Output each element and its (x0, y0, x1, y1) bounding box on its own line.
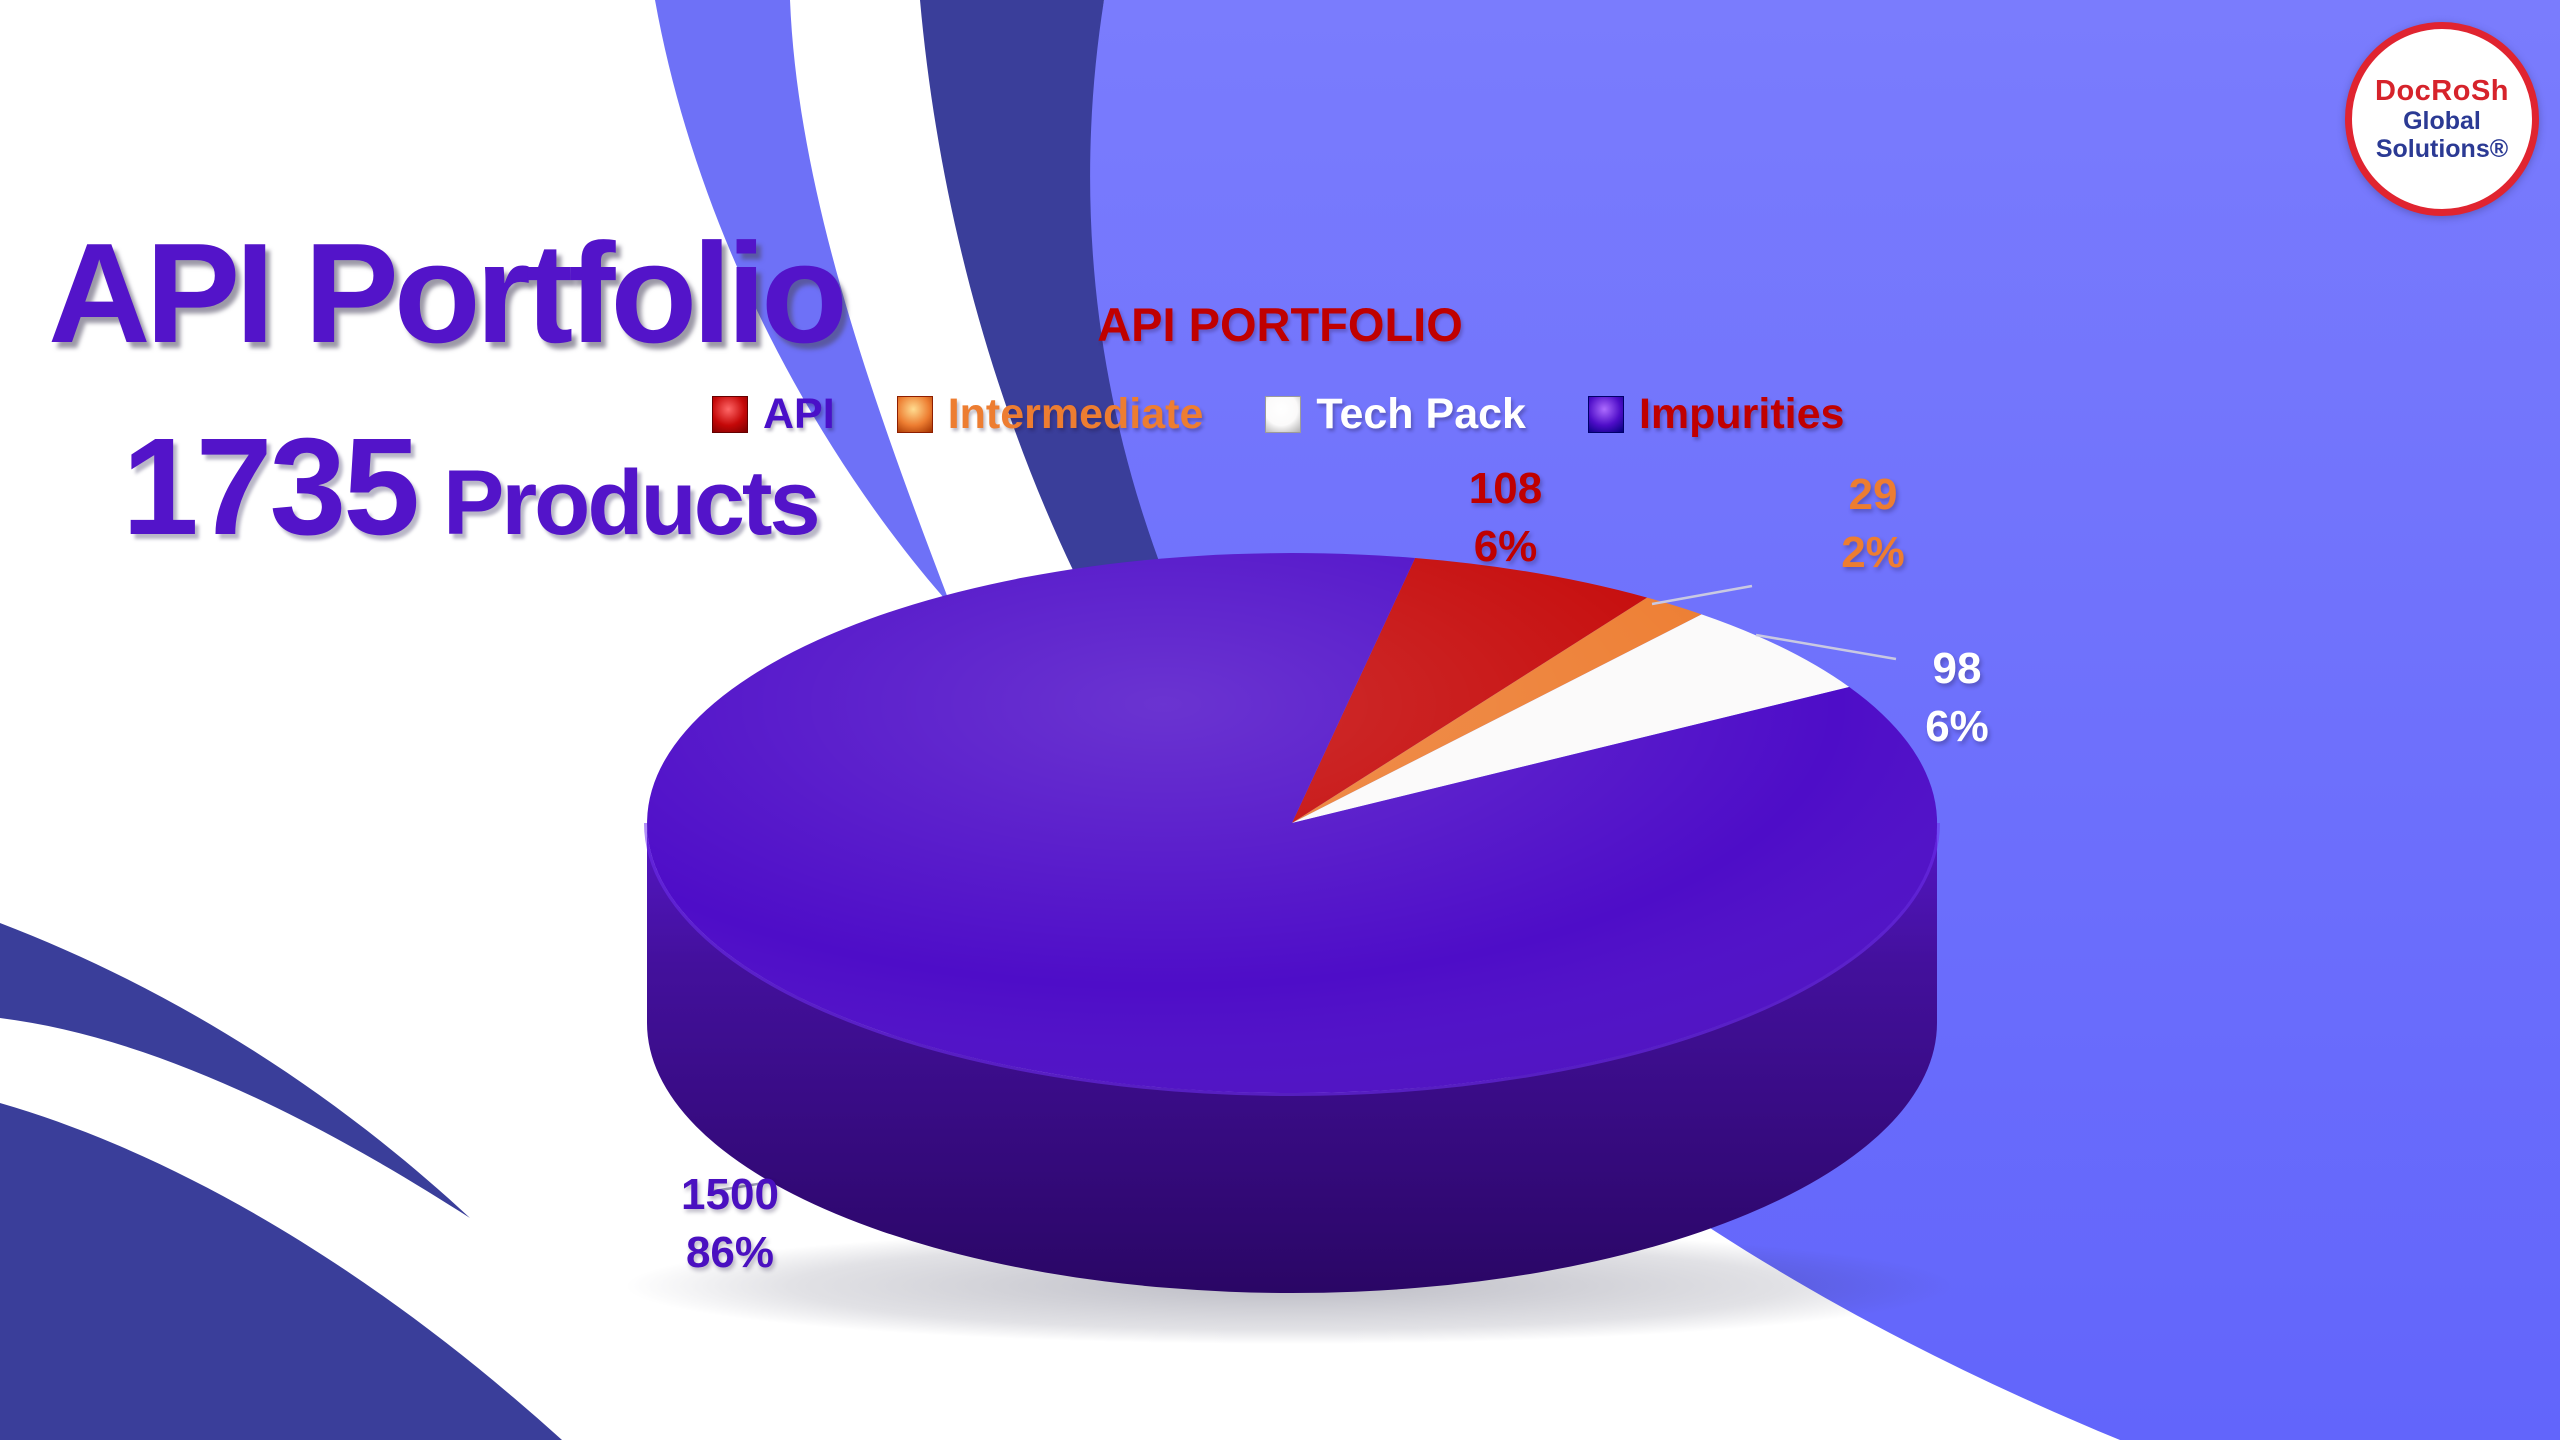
data-label-api-value: 108 (1468, 464, 1543, 513)
data-label-api: 108 6% (1418, 460, 1593, 576)
legend-label-api: API (763, 390, 835, 438)
logo-line-2: Global (2403, 107, 2481, 136)
product-count: 1735 (122, 410, 420, 564)
chart-legend: API Intermediate Tech Pack Impurities (712, 390, 1844, 439)
slide-subtitle: 1735 Products (122, 408, 821, 567)
legend-item-impurities[interactable]: Impurities (1587, 390, 1845, 439)
legend-label-impurities: Impurities (1638, 390, 1845, 438)
data-label-intermediate: 29 2% (1788, 466, 1958, 582)
logo-line-3: Solutions® (2375, 135, 2509, 164)
data-label-tech-pack-value: 98 (1932, 644, 1982, 693)
data-label-intermediate-value: 29 (1848, 470, 1898, 519)
product-count-word: Products (443, 452, 821, 554)
legend-label-intermediate: Intermediate (947, 390, 1204, 438)
pie-top-lighting (647, 553, 1937, 1093)
data-label-impurities-value: 1500 (681, 1170, 779, 1219)
data-label-tech-pack: 98 6% (1872, 640, 2042, 756)
legend-item-api[interactable]: API (712, 390, 835, 439)
leader-line-intermediate (1651, 584, 1753, 606)
company-logo: DocRoSh Global Solutions® (2345, 22, 2539, 216)
logo-line-1: DocRoSh (2375, 74, 2509, 107)
swoosh-navy-corner (0, 1103, 562, 1440)
data-label-impurities-percent: 86% (685, 1228, 775, 1278)
legend-item-intermediate[interactable]: Intermediate (896, 390, 1204, 439)
data-label-api-percent: 6% (1473, 522, 1538, 572)
swoosh-navy-top (920, 0, 1670, 1150)
legend-swatch-intermediate-icon (896, 396, 933, 433)
data-label-tech-pack-percent: 6% (1925, 702, 1989, 752)
swoosh-navy-crescent (0, 923, 470, 1218)
legend-swatch-api-icon (712, 396, 748, 433)
slide-title: API Portfolio (48, 214, 848, 373)
legend-label-tech-pack: Tech Pack (1316, 390, 1526, 438)
data-label-impurities: 1500 86% (630, 1166, 830, 1282)
legend-item-tech-pack[interactable]: Tech Pack (1265, 390, 1526, 439)
leader-line-impurities (713, 1180, 771, 1193)
chart-title: API PORTFOLIO (1097, 298, 1463, 351)
legend-swatch-tech-pack-icon (1265, 396, 1302, 433)
leader-line-tech-pack (1755, 633, 1897, 661)
legend-swatch-impurities-icon (1587, 396, 1624, 433)
swoosh-light-blue (655, 0, 951, 606)
pie-rim (647, 823, 1937, 1293)
data-label-intermediate-percent: 2% (1841, 528, 1905, 578)
